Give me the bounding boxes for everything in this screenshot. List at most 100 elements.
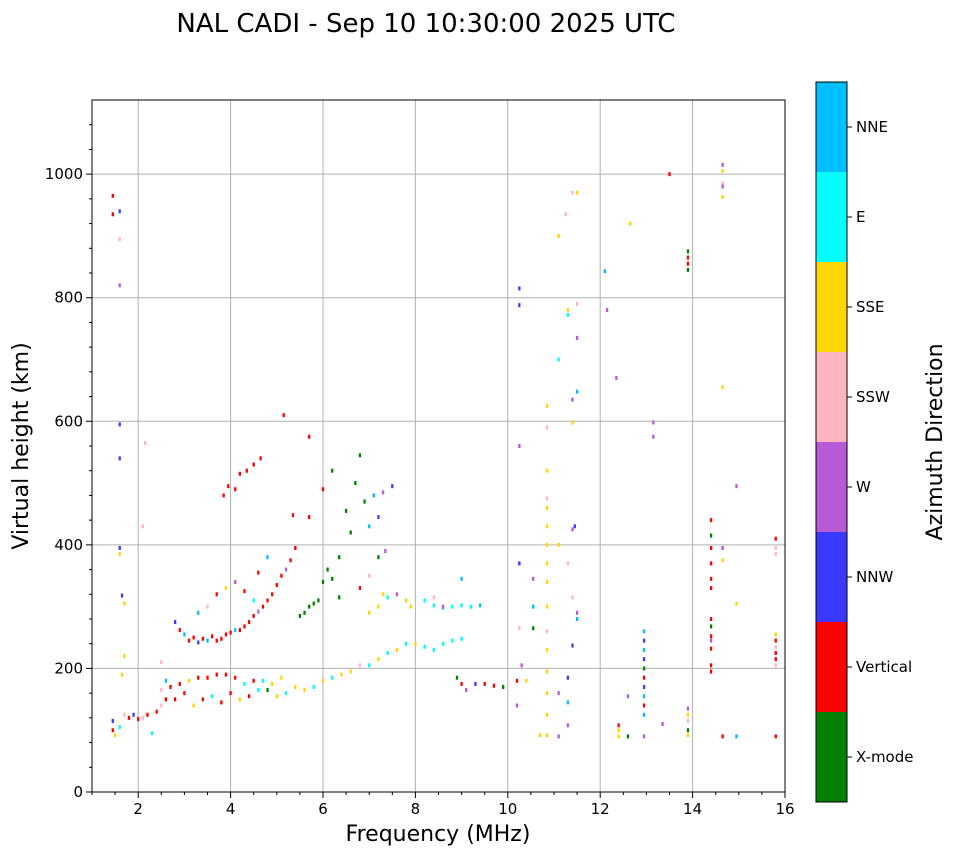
data-point <box>368 610 371 615</box>
data-point <box>532 604 535 609</box>
data-point <box>368 524 371 529</box>
data-point <box>132 712 135 717</box>
data-point <box>545 629 549 634</box>
data-point <box>386 650 389 655</box>
data-point <box>545 579 549 584</box>
data-point <box>307 434 311 439</box>
data-point <box>234 579 237 584</box>
data-point <box>545 542 549 547</box>
data-point <box>118 237 121 242</box>
y-tick-label: 400 <box>54 536 83 554</box>
data-point <box>187 638 191 643</box>
data-point <box>252 598 255 603</box>
data-point <box>652 420 655 425</box>
data-point <box>564 212 567 217</box>
data-point <box>349 530 352 535</box>
data-point <box>518 444 521 448</box>
data-point <box>118 725 121 730</box>
data-point <box>234 487 237 492</box>
data-point <box>721 195 724 199</box>
data-point <box>201 697 205 702</box>
data-point <box>222 493 225 498</box>
data-point <box>229 630 232 635</box>
data-point <box>774 638 777 643</box>
data-point <box>735 484 738 489</box>
colorbar-label: Azimuth Direction <box>923 343 948 540</box>
data-point <box>146 712 149 717</box>
data-point <box>566 675 570 680</box>
data-point <box>575 610 579 615</box>
x-tick-label: 12 <box>591 800 610 818</box>
data-point <box>266 598 269 603</box>
data-point <box>709 669 713 674</box>
data-point <box>642 657 646 662</box>
colorbar-segment <box>816 172 847 262</box>
data-point <box>111 728 114 733</box>
data-point <box>686 255 690 260</box>
data-point <box>252 613 255 618</box>
data-point <box>465 688 468 693</box>
data-point <box>372 493 375 498</box>
data-point <box>557 734 560 739</box>
data-point <box>381 592 385 597</box>
data-point <box>686 249 690 254</box>
data-point <box>282 413 285 418</box>
data-point <box>291 513 295 518</box>
data-point <box>384 549 387 554</box>
data-point <box>774 657 777 662</box>
data-point <box>575 617 579 621</box>
data-point <box>294 684 297 689</box>
data-point <box>381 490 385 495</box>
colorbar-frame <box>815 81 848 803</box>
data-point <box>557 691 560 696</box>
data-point <box>143 440 147 445</box>
data-point <box>575 190 579 195</box>
colorbar-segment <box>816 532 847 622</box>
data-point <box>603 269 606 274</box>
data-point <box>118 456 121 461</box>
data-point <box>545 712 549 717</box>
data-point <box>642 703 646 708</box>
data-point <box>229 691 232 696</box>
data-point <box>709 533 713 538</box>
data-point <box>245 468 248 473</box>
data-point <box>721 545 724 550</box>
data-point <box>220 636 223 641</box>
colorbar-tick-label: NNE <box>856 118 888 136</box>
colorbar-tick-label: NNW <box>856 568 893 586</box>
data-point <box>289 558 292 563</box>
data-point <box>261 678 265 683</box>
data-point <box>709 634 713 639</box>
data-point <box>774 545 777 550</box>
data-point <box>275 694 278 699</box>
data-point <box>642 666 646 671</box>
data-point <box>174 697 177 702</box>
data-point <box>215 638 218 643</box>
data-point <box>469 604 472 609</box>
colorbar-tick-label: SSE <box>856 298 885 316</box>
data-point <box>709 638 713 643</box>
colorbar-tick-label: E <box>856 208 865 226</box>
data-point <box>518 303 521 308</box>
data-point <box>178 628 181 633</box>
data-point <box>227 484 230 489</box>
data-point <box>515 703 519 708</box>
data-point <box>238 697 241 702</box>
data-point <box>164 678 168 683</box>
chart-title: NAL CADI - Sep 10 10:30:00 2025 UTC <box>176 9 675 39</box>
data-point <box>160 688 163 693</box>
data-point <box>261 604 265 609</box>
data-point <box>686 712 690 717</box>
data-point <box>294 545 297 550</box>
data-point <box>721 169 724 174</box>
data-point <box>259 456 262 461</box>
data-point <box>405 641 408 646</box>
data-point <box>321 487 325 492</box>
colorbar-segment <box>816 262 847 352</box>
data-point <box>545 669 549 674</box>
data-point <box>298 613 302 618</box>
data-point <box>266 555 269 560</box>
data-point <box>197 640 200 645</box>
data-point <box>257 688 260 693</box>
data-point <box>368 663 371 668</box>
